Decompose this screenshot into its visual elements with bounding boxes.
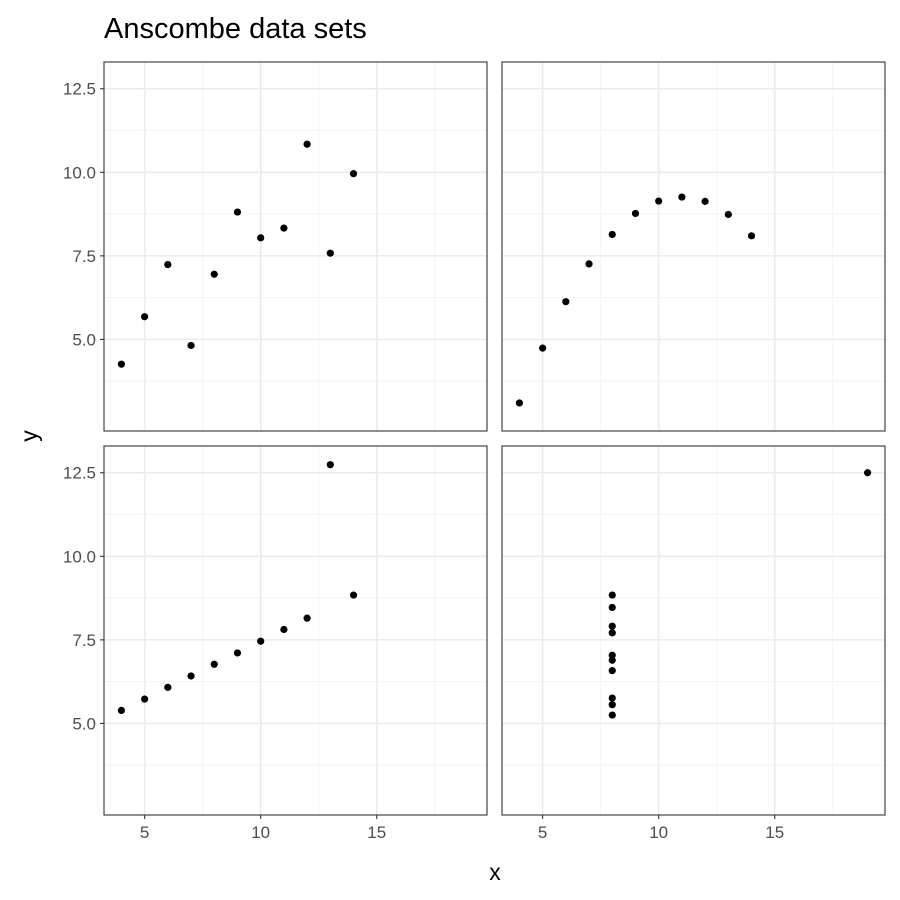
data-point bbox=[326, 249, 334, 257]
data-point bbox=[280, 625, 288, 634]
data-point bbox=[608, 701, 616, 709]
data-point bbox=[326, 461, 334, 469]
data-point bbox=[562, 298, 570, 306]
data-point bbox=[608, 694, 616, 702]
x-tick-label: 10 bbox=[649, 823, 668, 842]
y-tick-label: 10.0 bbox=[63, 547, 96, 566]
x-tick-label: 15 bbox=[765, 823, 784, 842]
y-tick-label: 10.0 bbox=[63, 163, 96, 182]
data-point bbox=[210, 660, 218, 668]
data-point bbox=[280, 224, 288, 232]
data-point bbox=[164, 260, 172, 269]
x-tick-label: 15 bbox=[367, 823, 386, 842]
data-point bbox=[655, 197, 663, 205]
data-point bbox=[585, 260, 593, 268]
data-point bbox=[187, 341, 195, 350]
data-point bbox=[210, 270, 218, 278]
facet-panels bbox=[103, 61, 886, 816]
data-point bbox=[303, 140, 311, 148]
panel-border bbox=[501, 61, 886, 432]
data-point bbox=[233, 208, 242, 216]
panel-border bbox=[103, 61, 488, 432]
data-point bbox=[303, 614, 311, 622]
x-tick-label: 10 bbox=[251, 823, 270, 842]
facet-panel-1 bbox=[103, 61, 488, 432]
data-point bbox=[257, 234, 265, 242]
data-point bbox=[608, 656, 616, 664]
facet-panel-3 bbox=[103, 445, 488, 816]
data-point bbox=[724, 210, 732, 219]
data-point bbox=[608, 667, 616, 675]
data-point bbox=[141, 695, 149, 703]
x-axis-title: x bbox=[489, 859, 501, 885]
panel-border bbox=[103, 445, 488, 816]
data-point bbox=[631, 209, 640, 218]
data-point bbox=[515, 399, 524, 407]
y-tick-label: 5.0 bbox=[72, 714, 96, 733]
panel-border bbox=[501, 445, 886, 816]
data-point bbox=[608, 230, 616, 239]
y-tick-label: 5.0 bbox=[72, 330, 96, 349]
data-point bbox=[701, 197, 709, 205]
data-point bbox=[187, 672, 195, 680]
y-tick-label: 7.5 bbox=[72, 631, 96, 650]
data-point bbox=[233, 649, 242, 657]
y-tick-label: 12.5 bbox=[63, 80, 96, 99]
data-point bbox=[349, 591, 358, 599]
data-point bbox=[678, 193, 686, 201]
data-point bbox=[863, 469, 872, 477]
data-point bbox=[608, 591, 616, 599]
data-point bbox=[349, 170, 358, 178]
y-axis-ticks: 5.0 7.5 10.0 12.5 5.0 7.5 10.0 12.5 bbox=[63, 80, 104, 733]
y-axis-title: y bbox=[16, 430, 42, 442]
y-tick-label: 12.5 bbox=[63, 464, 96, 483]
data-point bbox=[117, 706, 126, 715]
x-tick-label: 5 bbox=[538, 823, 547, 842]
data-point bbox=[257, 637, 265, 645]
data-point bbox=[608, 629, 616, 637]
data-point bbox=[747, 232, 756, 240]
x-tick-label: 5 bbox=[140, 823, 149, 842]
data-point bbox=[608, 711, 616, 719]
data-point bbox=[608, 603, 616, 612]
data-point bbox=[608, 651, 616, 659]
data-point bbox=[608, 622, 616, 630]
data-point bbox=[117, 360, 126, 368]
data-point bbox=[141, 313, 149, 321]
data-point bbox=[164, 683, 172, 691]
chart-title: Anscombe data sets bbox=[104, 13, 367, 45]
data-point bbox=[539, 344, 547, 352]
facet-panel-4 bbox=[501, 445, 886, 816]
facet-panel-2 bbox=[501, 61, 886, 432]
y-tick-label: 7.5 bbox=[72, 247, 96, 266]
x-axis-ticks: 5 10 15 5 10 15 bbox=[140, 815, 784, 842]
